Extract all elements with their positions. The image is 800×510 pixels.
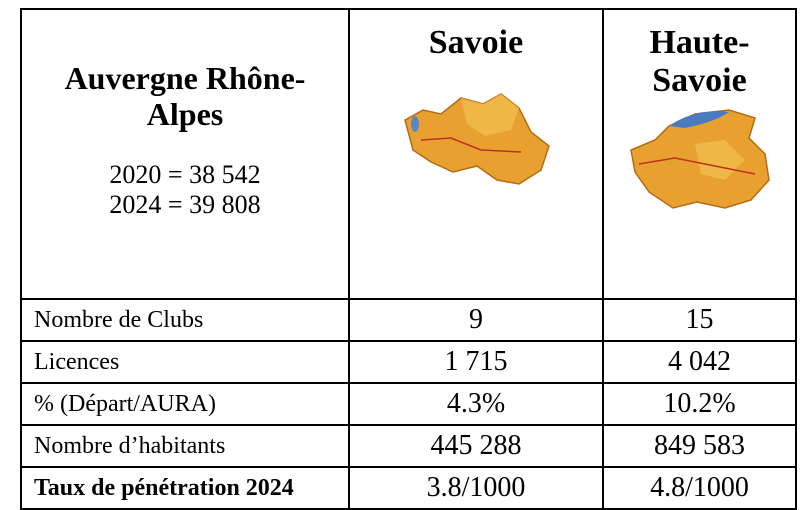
column-title: Haute-Savoie	[630, 24, 770, 100]
cell-value: 4.3%	[349, 383, 603, 425]
cell-value: 445 288	[349, 425, 603, 467]
cell-value: 9	[349, 299, 603, 341]
cell-value: 4.8/1000	[603, 467, 796, 509]
column-header: Savoie	[349, 9, 603, 299]
header-stat: 2020 = 38 542	[22, 160, 348, 190]
row-label: % (Départ/AURA)	[21, 383, 349, 425]
column-title: Savoie	[350, 24, 602, 62]
page: Auvergne Rhône-Alpes 2020 = 38 542 2024 …	[0, 0, 800, 510]
row-label: Taux de pénétration 2024	[21, 467, 349, 509]
cell-value: 10.2%	[603, 383, 796, 425]
cell-value: 1 715	[349, 341, 603, 383]
cell-value: 4 042	[603, 341, 796, 383]
map-image	[625, 104, 775, 214]
row-label: Nombre de Clubs	[21, 299, 349, 341]
stats-table: Auvergne Rhône-Alpes 2020 = 38 542 2024 …	[20, 8, 797, 510]
row-label: Licences	[21, 341, 349, 383]
row-label: Nombre d’habitants	[21, 425, 349, 467]
cell-value: 15	[603, 299, 796, 341]
header-row: Auvergne Rhône-Alpes 2020 = 38 542 2024 …	[21, 9, 796, 299]
header-title: Auvergne Rhône-Alpes	[55, 60, 315, 132]
table-row: % (Départ/AURA)4.3%10.2%	[21, 383, 796, 425]
header-stat: 2024 = 39 808	[22, 190, 348, 220]
cell-value: 849 583	[603, 425, 796, 467]
map-image	[401, 80, 551, 190]
column-header: Haute-Savoie	[603, 9, 796, 299]
cell-value: 3.8/1000	[349, 467, 603, 509]
header-cell: Auvergne Rhône-Alpes 2020 = 38 542 2024 …	[21, 9, 349, 299]
